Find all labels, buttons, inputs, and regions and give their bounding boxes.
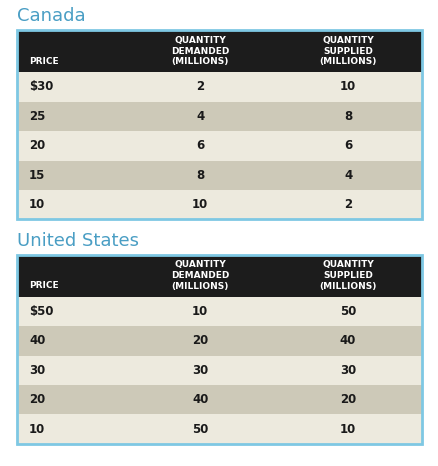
Bar — [17, 356, 421, 385]
Text: QUANTITY
SUPPLIED
(MILLIONS): QUANTITY SUPPLIED (MILLIONS) — [319, 36, 376, 66]
Text: 4: 4 — [343, 169, 351, 182]
Text: 15: 15 — [29, 169, 45, 182]
Text: 6: 6 — [343, 139, 351, 152]
Text: 10: 10 — [339, 80, 355, 93]
Text: 10: 10 — [339, 423, 355, 436]
Text: 10: 10 — [29, 423, 45, 436]
Text: 40: 40 — [192, 393, 208, 406]
Text: 30: 30 — [192, 364, 208, 377]
Text: 2: 2 — [343, 198, 351, 211]
Text: 40: 40 — [339, 334, 356, 347]
Bar — [17, 131, 421, 160]
Bar — [17, 102, 421, 131]
Text: 8: 8 — [196, 169, 204, 182]
Text: PRICE: PRICE — [29, 281, 59, 290]
Text: QUANTITY
SUPPLIED
(MILLIONS): QUANTITY SUPPLIED (MILLIONS) — [319, 260, 376, 291]
Bar — [17, 72, 421, 102]
Text: Canada: Canada — [17, 7, 85, 25]
Text: 30: 30 — [29, 364, 45, 377]
Text: QUANTITY
DEMANDED
(MILLIONS): QUANTITY DEMANDED (MILLIONS) — [171, 36, 229, 66]
Text: 25: 25 — [29, 110, 45, 123]
Text: $50: $50 — [29, 305, 53, 318]
Text: 4: 4 — [196, 110, 204, 123]
Bar — [17, 30, 421, 72]
Text: 8: 8 — [343, 110, 351, 123]
Text: QUANTITY
DEMANDED
(MILLIONS): QUANTITY DEMANDED (MILLIONS) — [171, 260, 229, 291]
Text: PRICE: PRICE — [29, 57, 59, 66]
Bar — [17, 296, 421, 326]
Bar — [17, 385, 421, 414]
Text: 6: 6 — [196, 139, 204, 152]
Bar — [17, 326, 421, 356]
Bar — [17, 414, 421, 444]
Text: 10: 10 — [29, 198, 45, 211]
Text: 20: 20 — [29, 139, 45, 152]
Text: 20: 20 — [29, 393, 45, 406]
Text: 20: 20 — [339, 393, 355, 406]
Bar — [17, 190, 421, 219]
Text: 30: 30 — [339, 364, 355, 377]
Text: 20: 20 — [192, 334, 208, 347]
Text: 50: 50 — [339, 305, 356, 318]
Text: $30: $30 — [29, 80, 53, 93]
Bar — [17, 160, 421, 190]
Text: 2: 2 — [196, 80, 204, 93]
Bar — [17, 254, 421, 296]
Text: United States: United States — [17, 232, 139, 249]
Text: 10: 10 — [192, 198, 208, 211]
Text: 50: 50 — [192, 423, 208, 436]
Text: 10: 10 — [192, 305, 208, 318]
Text: 40: 40 — [29, 334, 45, 347]
